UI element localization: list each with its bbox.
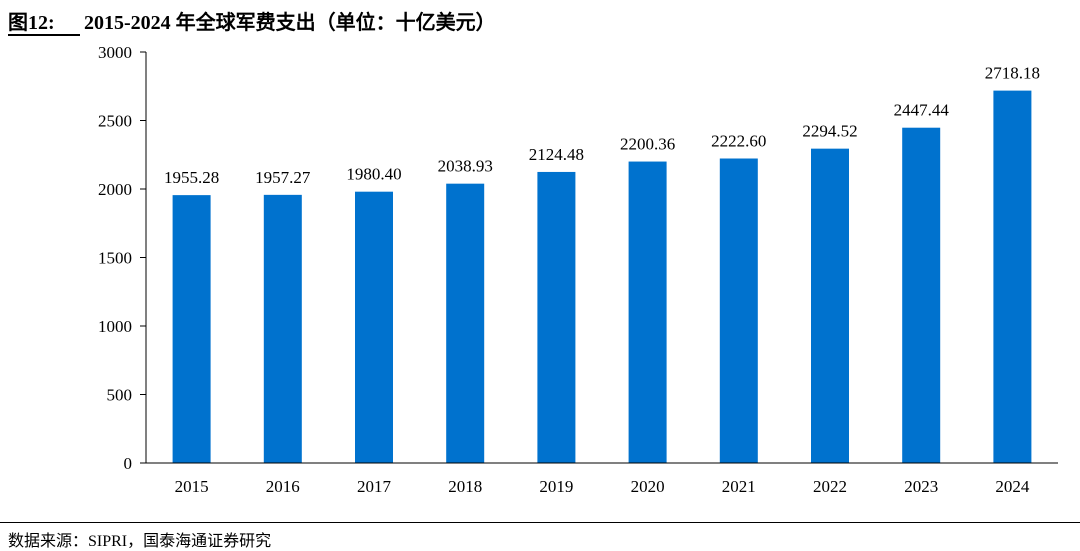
bar-2016 (263, 194, 302, 463)
value-label-2022: 2294.52 (802, 122, 857, 141)
bar-2022 (811, 148, 849, 463)
y-tick-label: 3000 (98, 43, 132, 62)
bar-2019 (537, 171, 576, 464)
x-tick-label-2015: 2015 (175, 477, 209, 496)
bar-2021 (719, 158, 758, 464)
value-label-2018: 2038.93 (438, 157, 493, 176)
x-tick-label-2020: 2020 (631, 477, 665, 496)
bar-2018 (446, 183, 485, 463)
title-underline (8, 34, 80, 36)
y-tick-label: 1000 (98, 317, 132, 336)
footer-divider (0, 522, 1080, 523)
value-label-2016: 1957.27 (255, 168, 311, 187)
value-label-2015: 1955.28 (164, 168, 219, 187)
x-tick-label-2021: 2021 (722, 477, 756, 496)
source-note: 数据来源：SIPRI，国泰海通证券研究 (8, 533, 272, 550)
y-tick-label: 2500 (98, 112, 132, 131)
bar-2017 (355, 191, 393, 464)
value-label-2021: 2222.60 (711, 132, 766, 151)
figure-label: 图12: (8, 12, 55, 34)
y-tick-label: 500 (107, 386, 133, 405)
x-tick-label-2024: 2024 (995, 477, 1030, 496)
value-label-2020: 2200.36 (620, 135, 675, 154)
chart-title: 2015-2024 年全球军费支出（单位：十亿美元） (84, 12, 496, 34)
bar-2024 (993, 90, 1032, 463)
x-tick-label-2022: 2022 (813, 477, 847, 496)
value-label-2017: 1980.40 (346, 165, 401, 184)
bar-2023 (902, 127, 941, 464)
x-axis: 2015 2016 2017 2018 2019 2020 2021 2022 2023 2024 (146, 462, 1058, 496)
x-tick-label-2023: 2023 (904, 477, 938, 496)
value-labels: 1955.28 1957.27 1980.40 2038.93 2124.48 2200.… (164, 64, 1040, 188)
figure-header: 图12: 2015-2024 年全球军费支出（单位：十亿美元） (0, 0, 1080, 36)
bar-2020 (628, 161, 667, 463)
bars (172, 90, 1032, 464)
chart-area: 0 500 1000 1500 2000 2500 3000 1955.28 1957.27 1… (0, 36, 1080, 516)
x-tick-label-2016: 2016 (266, 477, 300, 496)
x-tick-label-2017: 2017 (357, 477, 392, 496)
y-tick-label: 1500 (98, 249, 132, 268)
value-label-2024: 2718.18 (985, 64, 1040, 83)
x-tick-label-2019: 2019 (539, 477, 573, 496)
y-axis: 0 500 1000 1500 2000 2500 3000 (98, 43, 147, 473)
value-label-2019: 2124.48 (529, 145, 584, 164)
x-tick-label-2018: 2018 (448, 477, 482, 496)
y-tick-label: 0 (124, 454, 133, 473)
value-label-2023: 2447.44 (894, 101, 950, 120)
bar-2015 (172, 195, 211, 463)
y-tick-label: 2000 (98, 180, 132, 199)
